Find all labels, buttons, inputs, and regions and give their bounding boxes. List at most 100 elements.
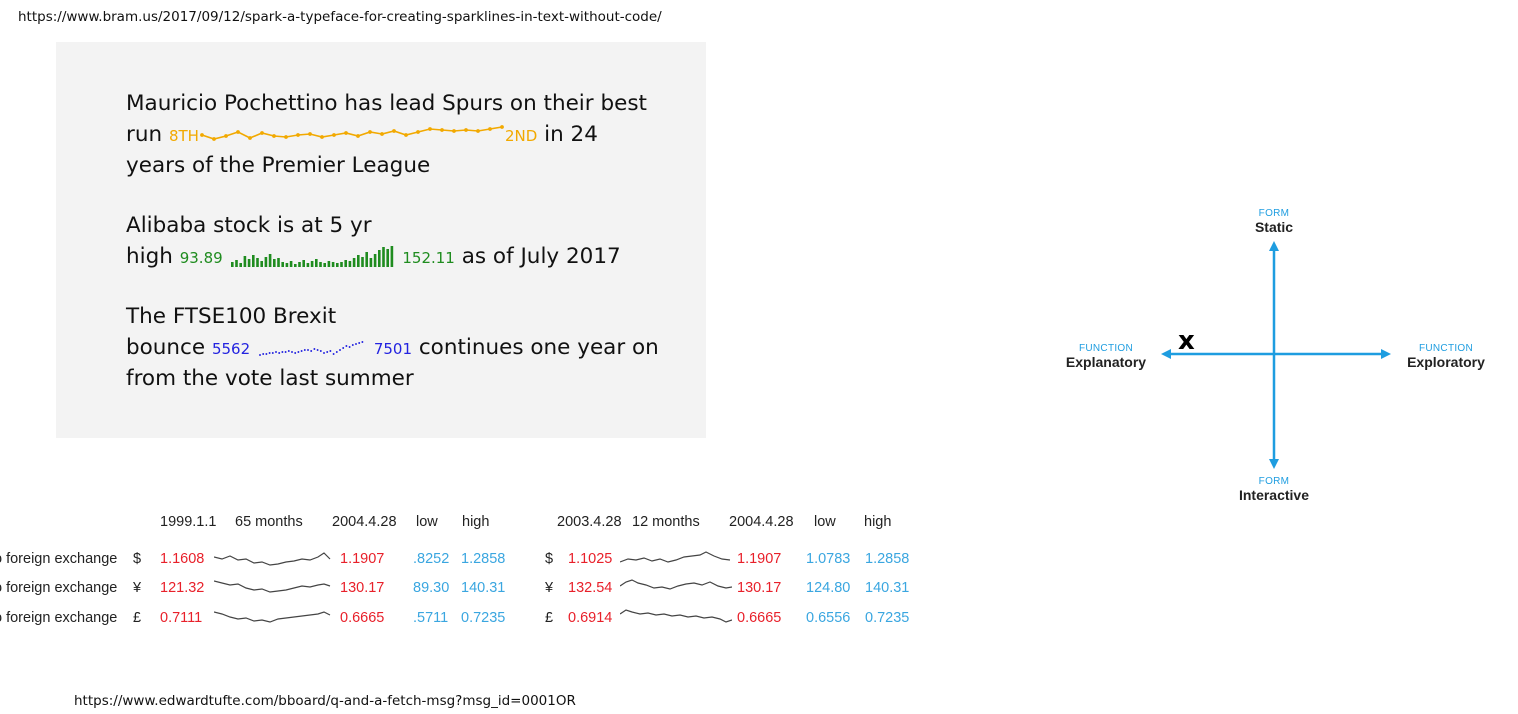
right-high-value: 0.7235 xyxy=(865,610,910,626)
left-end-value: 130.17 xyxy=(340,580,385,596)
spurs-paragraph: Mauricio Pochettino has lead Spurs on th… xyxy=(126,88,647,181)
right-end-value: 0.6665 xyxy=(737,610,782,626)
alibaba-spark-bar xyxy=(247,259,250,267)
alibaba-line-1: Alibaba stock is at 5 yr xyxy=(126,213,372,238)
ftse-spark-dot xyxy=(355,343,357,345)
header-left-low: low xyxy=(416,514,438,530)
table-row-label: o foreign exchange xyxy=(0,610,118,626)
table-row-label: o foreign exchange xyxy=(0,580,118,596)
alibaba-spark-bar xyxy=(364,252,368,267)
spurs-sparkline-point xyxy=(248,136,252,140)
currency-symbol: $ xyxy=(545,551,554,567)
right-low-value: 124.80 xyxy=(806,580,851,596)
ftse-after-text: continues one year on xyxy=(418,335,659,360)
left-axis-label: FUNCTION Explanatory xyxy=(1056,343,1156,370)
ftse-spark-dot xyxy=(268,352,271,354)
spurs-sparkline-point xyxy=(356,134,360,138)
ftse-spark-dot xyxy=(351,344,354,346)
ftse-spark-dot xyxy=(361,341,364,343)
spurs-sparkline-point xyxy=(308,132,312,136)
ftse-spark-dot xyxy=(358,342,361,344)
left-sparkline xyxy=(214,552,331,566)
ftse-spark-dot xyxy=(342,347,345,349)
position-marker: x xyxy=(1178,326,1195,356)
alibaba-spark-bar xyxy=(285,263,288,267)
left-sparkline xyxy=(214,611,331,623)
ftse-spark-dot xyxy=(303,349,306,351)
ftse-spark-dot xyxy=(297,351,300,353)
header-right-span: 12 months xyxy=(632,514,700,530)
right-high-value: 140.31 xyxy=(865,580,910,596)
alibaba-spark-bar xyxy=(348,261,351,267)
left-high-value: 0.7235 xyxy=(461,610,506,626)
spurs-sparkline-path xyxy=(201,126,503,140)
ftse-spark-dot xyxy=(291,351,293,353)
left-sparkline xyxy=(214,580,331,593)
left-axis-kind: FUNCTION xyxy=(1078,343,1134,354)
left-end-value: 1.1907 xyxy=(340,551,385,567)
spurs-line-2: run 8TH 2ND in 24 xyxy=(126,119,647,150)
right-end-value: 1.1907 xyxy=(737,551,782,567)
left-end-value: 0.6665 xyxy=(340,610,385,626)
alibaba-spark-bar xyxy=(327,261,330,267)
spurs-sparkline-point xyxy=(332,133,336,137)
alibaba-spark-bar xyxy=(301,260,305,267)
ftse-spark-dot xyxy=(271,352,274,354)
spurs-sparkline-point xyxy=(440,128,444,132)
alibaba-paragraph: Alibaba stock is at 5 yr high 93.89 152.… xyxy=(126,210,621,272)
spurs-sparkline-point xyxy=(404,133,408,137)
right-low-value: 1.0783 xyxy=(806,551,851,567)
ftse-spark-dot xyxy=(335,351,338,353)
ftse-spark-dot xyxy=(262,353,265,355)
alibaba-after-text: as of July 2017 xyxy=(461,244,621,269)
alibaba-spark-bar xyxy=(280,262,284,267)
left-low-value: .5711 xyxy=(413,610,449,626)
ftse-spark-dot xyxy=(326,351,329,353)
alibaba-spark-bar xyxy=(230,262,234,267)
source-url-top: https://www.bram.us/2017/09/12/spark-a-t… xyxy=(18,9,662,25)
ftse-spark-dot xyxy=(329,350,332,352)
top-axis-label: FORM Static xyxy=(1224,208,1324,235)
left-low-value: .8252 xyxy=(413,551,450,567)
alibaba-spark-bar xyxy=(385,249,389,267)
right-sparkline xyxy=(620,551,731,563)
ftse-spark-dot xyxy=(284,351,287,353)
spurs-sparkline-point xyxy=(464,128,468,132)
spurs-sparkline-point xyxy=(320,135,324,139)
header-right-high: high xyxy=(864,514,892,530)
source-url-bottom: https://www.edwardtufte.com/bboard/q-and… xyxy=(74,693,576,709)
alibaba-spark-bar xyxy=(259,261,263,267)
tufte-fx-sparkline-table: 1999.1.1 65 months 2004.4.28 low high 20… xyxy=(0,508,930,638)
ftse-spark-dot xyxy=(281,351,284,353)
right-start-value: 132.54 xyxy=(568,580,613,596)
bottom-axis-kind: FORM xyxy=(1258,476,1290,487)
axes-arrows xyxy=(1161,241,1391,469)
left-start-value: 1.1608 xyxy=(160,551,205,567)
spurs-sparkline-point xyxy=(380,132,384,136)
form-function-axes-diagram: FORM Static FORM Interactive FUNCTION Ex… xyxy=(1060,200,1500,510)
spurs-sparkline xyxy=(200,125,504,141)
spurs-line-1: Mauricio Pochettino has lead Spurs on th… xyxy=(126,91,647,116)
spurs-sparkline-point xyxy=(272,134,276,138)
alibaba-end-value: 152.11 xyxy=(402,249,455,267)
ftse-bounce-word: bounce xyxy=(126,335,206,360)
alibaba-spark-bar xyxy=(318,262,322,267)
ftse-spark-dot xyxy=(348,346,351,348)
alibaba-spark-bar xyxy=(377,250,381,267)
alibaba-spark-bar xyxy=(352,258,355,267)
right-low-value: 0.6556 xyxy=(806,610,851,626)
alibaba-spark-bar xyxy=(356,255,360,267)
spurs-sparkline-point xyxy=(476,129,480,133)
ftse-spark-dot xyxy=(339,349,341,351)
right-sparkline xyxy=(620,579,732,590)
right-sparkline xyxy=(620,609,732,623)
ftse-spark-dot xyxy=(323,352,325,354)
right-axis-kind: FUNCTION xyxy=(1418,343,1474,354)
spurs-sparkline-point xyxy=(392,129,396,133)
header-right-start: 2003.4.28 xyxy=(557,514,622,530)
spurs-sparkline-point xyxy=(284,135,288,139)
bottom-axis-label: FORM Interactive xyxy=(1224,476,1324,503)
left-high-value: 1.2858 xyxy=(461,551,506,567)
alibaba-start-value: 93.89 xyxy=(179,249,223,267)
alibaba-spark-bar xyxy=(369,258,372,267)
